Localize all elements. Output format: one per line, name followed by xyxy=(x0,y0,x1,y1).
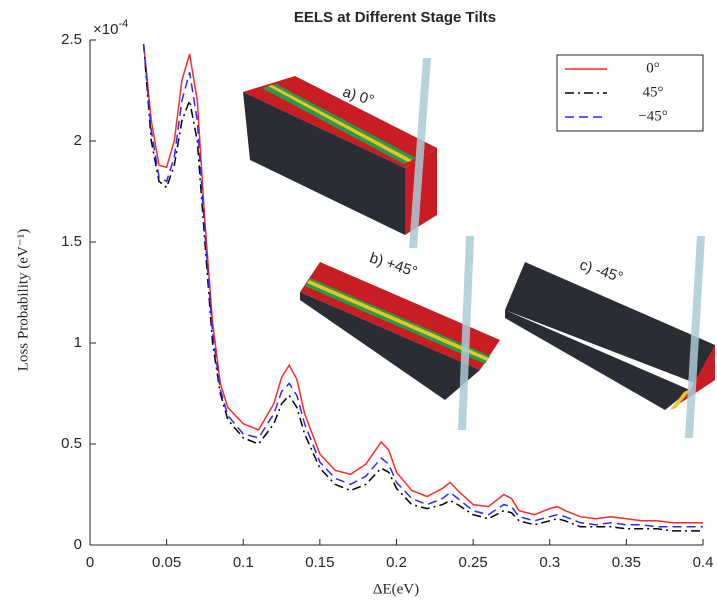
stripe xyxy=(307,280,489,361)
y-axis-label: Loss Probability (eV⁻¹) xyxy=(15,229,31,371)
legend-label: 45° xyxy=(643,84,664,100)
x-tick-label: 0.4 xyxy=(693,554,714,571)
y-scale-exponent: -4 xyxy=(118,18,128,30)
x-tick-label: 0.25 xyxy=(459,554,488,571)
beam-side xyxy=(243,92,405,235)
stripe xyxy=(268,85,412,162)
legend-label: 0° xyxy=(646,60,660,76)
insets: a) 0° b) +45° c) -45° xyxy=(243,58,715,438)
x-tick-label: 0.05 xyxy=(152,554,181,571)
beam-side xyxy=(300,292,480,400)
x-tick-label: 0.2 xyxy=(386,554,407,571)
x-tick-label: 0.35 xyxy=(612,554,641,571)
electron-beam xyxy=(458,236,474,430)
y-tick-label: 1.5 xyxy=(61,233,82,250)
y-tick-label: 0 xyxy=(74,536,82,553)
stripe xyxy=(670,388,692,410)
legend-label: −45° xyxy=(638,108,667,124)
x-tick-label: 0.1 xyxy=(233,554,254,571)
inset-label: b) +45° xyxy=(368,249,420,280)
x-tick-label: 0 xyxy=(86,554,94,571)
line-series xyxy=(142,43,703,528)
y-tick-label: 1 xyxy=(74,334,82,351)
y-scale: ×10-4 xyxy=(93,18,128,38)
y-tick-label: 2 xyxy=(74,132,82,149)
beam-side xyxy=(505,310,690,410)
beam-end xyxy=(670,345,715,410)
line-series xyxy=(142,43,703,524)
x-axis-label: ΔE(eV) xyxy=(373,581,419,597)
chart-title: EELS at Different Stage Tilts xyxy=(294,9,496,26)
beam-top xyxy=(505,262,715,385)
electron-beam xyxy=(685,236,705,438)
electron-beam xyxy=(409,58,431,248)
y-tick-label: 0.5 xyxy=(61,435,82,452)
line-series xyxy=(142,43,703,532)
y-tick-label: 2.5 xyxy=(61,31,82,48)
legend: 0° 45° −45° xyxy=(556,54,704,132)
legend-box xyxy=(556,54,704,132)
x-tick-label: 0.3 xyxy=(539,554,560,571)
y-scale-base: ×10 xyxy=(93,21,118,38)
inset-label: c) -45° xyxy=(578,256,625,286)
x-tick-label: 0.15 xyxy=(305,554,334,571)
